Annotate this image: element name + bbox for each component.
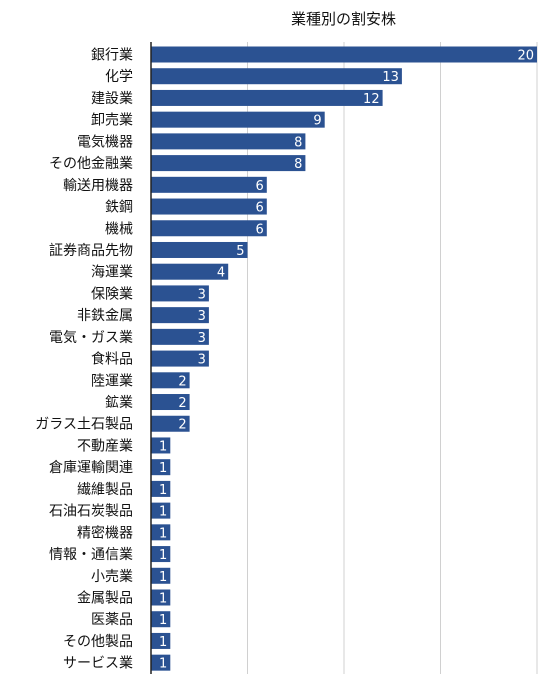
- data-label: 1: [159, 613, 167, 628]
- category-label: 証券商品先物: [49, 243, 133, 259]
- category-label: 医薬品: [91, 612, 133, 628]
- category-label: 鉄鋼: [105, 200, 133, 216]
- data-label: 3: [198, 353, 206, 368]
- data-label: 3: [198, 309, 206, 324]
- bar: [151, 567, 171, 584]
- data-label: 5: [236, 244, 244, 259]
- data-label: 1: [159, 592, 167, 607]
- data-label: 6: [256, 179, 264, 194]
- data-label: 13: [382, 70, 399, 85]
- bar: [151, 372, 190, 389]
- category-label: その他製品: [63, 634, 133, 650]
- data-label: 1: [159, 635, 167, 650]
- category-label: 電気機器: [77, 134, 133, 150]
- data-label: 3: [198, 287, 206, 302]
- data-label: 1: [159, 548, 167, 563]
- bar: [151, 524, 171, 541]
- bar: [151, 437, 171, 454]
- bar: [151, 415, 190, 432]
- bar: [151, 611, 171, 628]
- bar: [151, 241, 248, 258]
- chart-title: 業種別の割安株: [290, 10, 396, 28]
- bar: [151, 480, 171, 497]
- data-label: 1: [159, 570, 167, 585]
- data-label: 2: [178, 374, 186, 389]
- data-label: 2: [178, 396, 186, 411]
- category-label: ガラス土石製品: [35, 417, 133, 433]
- category-label: 化学: [105, 69, 133, 85]
- data-label: 1: [159, 505, 167, 520]
- category-label: 陸運業: [91, 373, 133, 389]
- category-label: 精密機器: [77, 524, 133, 541]
- bar: [151, 155, 306, 172]
- data-label: 9: [313, 114, 321, 129]
- bar: [151, 68, 402, 85]
- category-label: 情報・通信業: [49, 547, 133, 563]
- category-label: 食料品: [91, 351, 133, 368]
- category-label: 卸売業: [91, 113, 133, 129]
- bar: [151, 394, 190, 411]
- data-label: 1: [159, 483, 167, 498]
- bar: [151, 632, 171, 649]
- category-label: 繊維製品: [77, 482, 133, 498]
- bar: [151, 654, 171, 671]
- data-label: 20: [517, 49, 534, 64]
- data-label: 3: [198, 331, 206, 346]
- category-label: 建設業: [91, 91, 133, 107]
- bar: [151, 546, 171, 563]
- data-label: 1: [159, 461, 167, 476]
- category-label: 非鉄金属: [77, 308, 133, 324]
- bar: [151, 589, 171, 606]
- data-label: 1: [159, 439, 167, 454]
- bar: [151, 350, 209, 367]
- bar: [151, 133, 306, 150]
- category-label: 鉱業: [105, 394, 133, 411]
- data-label: 8: [294, 135, 302, 150]
- data-label: 6: [256, 222, 264, 237]
- category-label: 倉庫運輸関連: [49, 459, 133, 476]
- category-labels: 銀行業化学建設業卸売業電気機器その他金融業輸送用機器鉄鋼機械証券商品先物海運業保…: [35, 48, 133, 672]
- category-label: 石油石炭製品: [49, 504, 133, 520]
- bar: [151, 89, 383, 106]
- data-label: 4: [217, 266, 225, 281]
- bar: [151, 176, 267, 193]
- category-label: 金属製品: [77, 591, 133, 607]
- bar: [151, 220, 267, 237]
- bar: [151, 111, 325, 128]
- bar: [151, 198, 267, 215]
- category-label: 機械: [105, 221, 133, 237]
- category-label: 保険業: [91, 286, 133, 302]
- data-label: 1: [159, 526, 167, 541]
- data-label: 8: [294, 157, 302, 172]
- data-label: 2: [178, 418, 186, 433]
- bar: [151, 502, 171, 519]
- data-label: 1: [159, 657, 167, 672]
- category-label: 小売業: [91, 569, 133, 585]
- bar: [151, 328, 209, 345]
- data-label: 6: [256, 201, 264, 216]
- category-label: 海運業: [91, 265, 133, 281]
- category-label: 電気・ガス業: [49, 330, 133, 346]
- bar: [151, 285, 209, 302]
- category-label: その他金融業: [49, 156, 133, 172]
- bar: [151, 46, 537, 63]
- category-label: 銀行業: [91, 48, 133, 64]
- bar: [151, 263, 229, 280]
- category-label: 輸送用機器: [63, 178, 133, 194]
- bar: [151, 307, 209, 324]
- category-label: 不動産業: [77, 438, 133, 454]
- bar: [151, 459, 171, 476]
- category-label: サービス業: [63, 656, 133, 672]
- data-label: 12: [363, 92, 380, 107]
